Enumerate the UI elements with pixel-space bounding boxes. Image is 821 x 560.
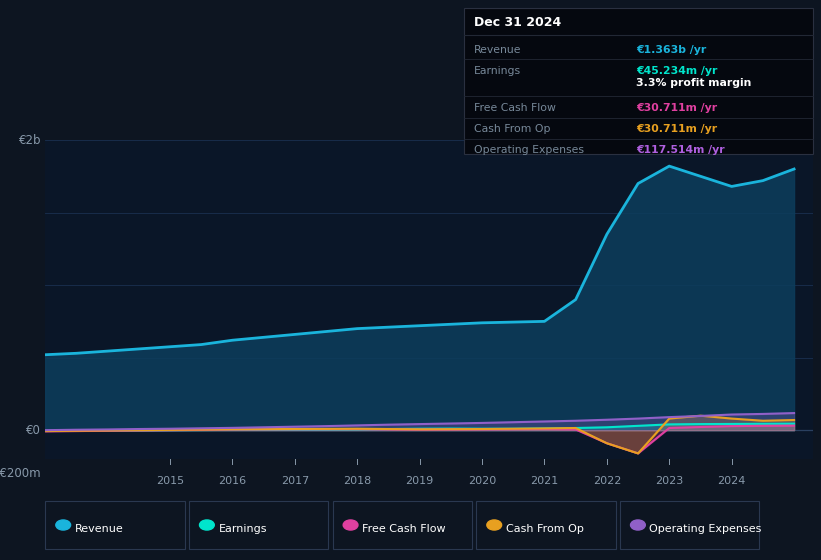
Text: Earnings: Earnings — [474, 66, 521, 76]
Text: 2024: 2024 — [718, 476, 745, 486]
Text: 3.3% profit margin: 3.3% profit margin — [636, 78, 752, 88]
Text: Operating Expenses: Operating Expenses — [474, 146, 584, 156]
Text: 2017: 2017 — [281, 476, 309, 486]
Text: 2020: 2020 — [468, 476, 496, 486]
Text: €117.514m /yr: €117.514m /yr — [636, 146, 725, 156]
Text: €45.234m /yr: €45.234m /yr — [636, 66, 718, 76]
Text: 2015: 2015 — [156, 476, 184, 486]
Text: Revenue: Revenue — [474, 45, 521, 55]
Text: €30.711m /yr: €30.711m /yr — [636, 103, 718, 113]
Text: Cash From Op: Cash From Op — [506, 524, 584, 534]
Text: Operating Expenses: Operating Expenses — [649, 524, 762, 534]
Text: Free Cash Flow: Free Cash Flow — [474, 103, 556, 113]
Text: Revenue: Revenue — [75, 524, 123, 534]
Text: 2023: 2023 — [655, 476, 683, 486]
Text: €0: €0 — [26, 424, 41, 437]
Text: 2019: 2019 — [406, 476, 433, 486]
Text: -€200m: -€200m — [0, 466, 41, 480]
Text: Earnings: Earnings — [218, 524, 267, 534]
Text: Cash From Op: Cash From Op — [474, 124, 550, 134]
Text: €2b: €2b — [19, 133, 41, 147]
Text: 2021: 2021 — [530, 476, 558, 486]
Text: 2016: 2016 — [218, 476, 246, 486]
Text: €1.363b /yr: €1.363b /yr — [636, 45, 707, 55]
Text: Free Cash Flow: Free Cash Flow — [362, 524, 446, 534]
Text: 2018: 2018 — [343, 476, 371, 486]
Text: Dec 31 2024: Dec 31 2024 — [474, 16, 561, 29]
Text: 2022: 2022 — [593, 476, 621, 486]
Text: €30.711m /yr: €30.711m /yr — [636, 124, 718, 134]
